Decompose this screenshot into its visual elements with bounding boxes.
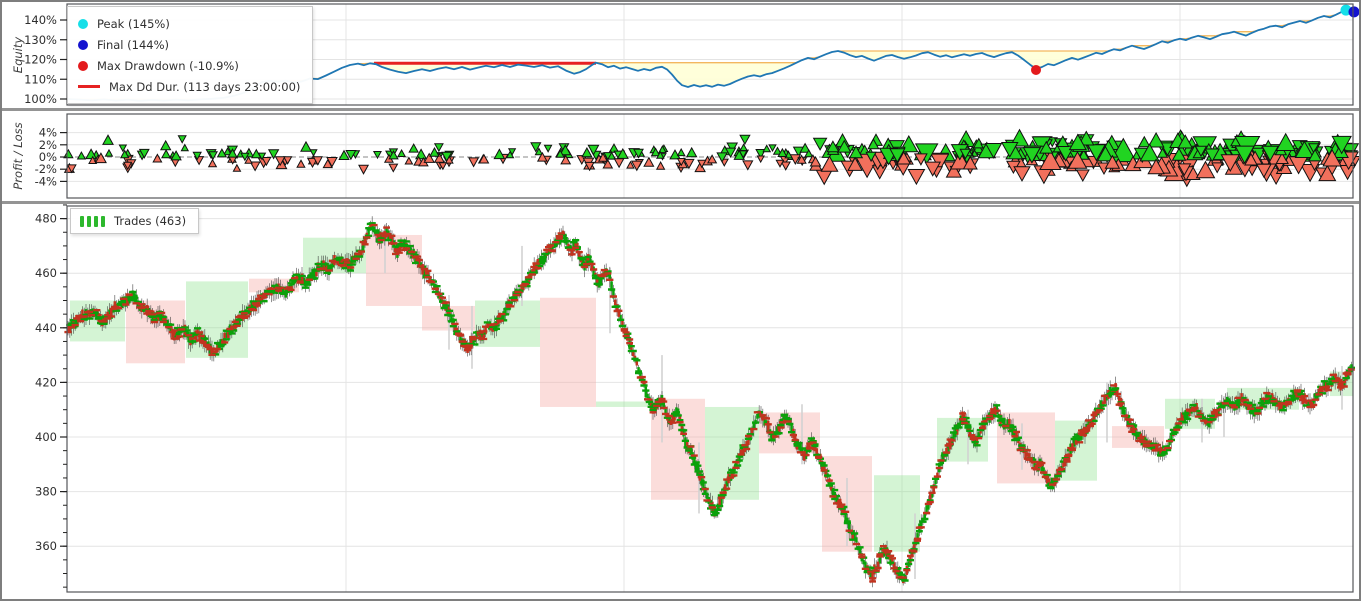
max-drawdown-dot bbox=[1031, 64, 1041, 75]
ohlc-down-bodies bbox=[66, 223, 1351, 584]
y-tick-label: 130% bbox=[24, 33, 57, 47]
trades-legend-label: Trades (463) bbox=[114, 214, 187, 228]
trades-icon bbox=[94, 215, 98, 227]
max-dd-duration-line-icon bbox=[78, 85, 100, 88]
final-dot bbox=[1348, 6, 1359, 18]
price-panel[interactable]: 480 460 440 420 400 380 360 bbox=[35, 204, 1355, 593]
equity-legend: Peak (145%) Final (144%) Max Drawdown (-… bbox=[67, 6, 314, 104]
max-drawdown-marker-icon bbox=[78, 60, 88, 71]
legend-item-final-label: Final (144%) bbox=[97, 37, 170, 52]
y-tick-label: 460 bbox=[35, 266, 57, 280]
y-tick-label: 100% bbox=[24, 92, 57, 106]
trades-icon bbox=[80, 215, 84, 227]
trade-duration-boxes bbox=[70, 234, 1353, 552]
y-tick-label: 360 bbox=[35, 539, 57, 553]
trade-pl-markers bbox=[63, 128, 1359, 188]
trades-icon bbox=[101, 215, 105, 227]
legend-item-peak-label: Peak (145%) bbox=[97, 16, 170, 31]
y-tick-label: 0% bbox=[39, 150, 57, 164]
trade-entry-exit-marks-win bbox=[66, 222, 1355, 582]
y-tick-label: -4% bbox=[35, 174, 57, 188]
final-marker-icon bbox=[78, 39, 88, 50]
panel-separator bbox=[2, 201, 1359, 204]
y-tick-label: 140% bbox=[24, 13, 57, 27]
y-tick-label: 440 bbox=[35, 321, 57, 335]
panel-separator bbox=[2, 108, 1359, 111]
y-tick-label: 2% bbox=[39, 138, 57, 152]
trades-icon bbox=[87, 215, 91, 227]
y-tick-label: 380 bbox=[35, 485, 57, 499]
y-tick-label: -2% bbox=[35, 162, 57, 176]
y-tick-label: 400 bbox=[35, 430, 57, 444]
trade-entry-exit-marks-loss bbox=[64, 223, 1355, 583]
ohlc-up-bodies bbox=[70, 222, 1353, 581]
legend-item-peak: Peak (145%) bbox=[78, 13, 300, 34]
legend-item-max-drawdown: Max Drawdown (-10.9%) bbox=[78, 55, 300, 76]
peak-marker-icon bbox=[78, 18, 88, 29]
ohlc-wicks bbox=[67, 216, 1352, 588]
legend-item-final: Final (144%) bbox=[78, 34, 300, 55]
legend-item-max-dd-duration-label: Max Dd Dur. (113 days 23:00:00) bbox=[109, 79, 301, 94]
y-tick-label: 480 bbox=[35, 212, 57, 226]
trades-legend: Trades (463) bbox=[70, 208, 200, 234]
underwater-fill bbox=[67, 10, 1353, 101]
legend-item-max-drawdown-label: Max Drawdown (-10.9%) bbox=[97, 58, 239, 73]
profit-loss-panel[interactable]: 4%2%0%-2%-4% bbox=[35, 113, 1361, 199]
y-tick-label: 120% bbox=[24, 53, 57, 67]
y-tick-label: 420 bbox=[35, 375, 57, 389]
y-tick-label: 4% bbox=[39, 126, 57, 140]
equity-curve bbox=[66, 9, 1354, 102]
legend-item-max-dd-duration: Max Dd Dur. (113 days 23:00:00) bbox=[78, 76, 300, 97]
y-tick-label: 110% bbox=[24, 72, 57, 86]
